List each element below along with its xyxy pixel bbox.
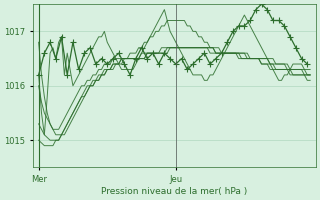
X-axis label: Pression niveau de la mer( hPa ): Pression niveau de la mer( hPa ) <box>101 187 247 196</box>
